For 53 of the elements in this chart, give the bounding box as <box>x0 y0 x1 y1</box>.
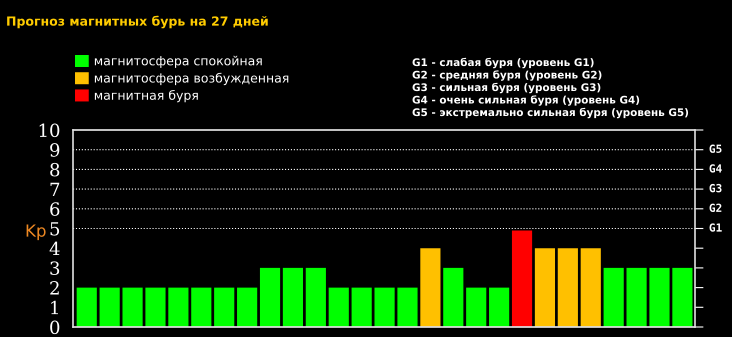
bar <box>374 288 395 327</box>
ref-line-label: G2 <box>710 204 722 212</box>
bar <box>443 268 464 327</box>
bar <box>534 248 556 327</box>
bar <box>420 248 440 327</box>
chart-title: Прогноз магнитных бурь на 27 дней <box>7 16 268 28</box>
y-tick-label: 1 <box>51 300 58 314</box>
y-tick-label: 4 <box>50 242 60 256</box>
y-tick-label: 10 <box>40 123 60 138</box>
bar <box>168 288 188 327</box>
legend-label: магнитная буря <box>94 90 198 102</box>
ref-line-label: G1 <box>710 223 722 232</box>
bar <box>512 230 532 327</box>
ref-line-label: G4 <box>710 164 722 173</box>
y-tick-label: 9 <box>50 143 60 157</box>
bar <box>214 288 234 327</box>
bar <box>145 288 166 327</box>
bar <box>649 268 670 327</box>
bar <box>489 288 510 327</box>
bar <box>191 288 212 327</box>
bar <box>604 268 624 327</box>
ref-line-label: G5 <box>710 144 722 153</box>
text: G3 - сильная буря (уровень G3) <box>412 82 600 94</box>
text: G4 - очень сильная буря (уровень G4) <box>412 95 640 106</box>
bar <box>558 248 578 327</box>
bar <box>260 268 280 327</box>
bar <box>306 268 326 327</box>
bar <box>282 268 304 327</box>
bar <box>328 288 349 327</box>
bar <box>580 248 601 327</box>
y-axis-title: Kp <box>26 224 46 240</box>
bar <box>237 288 258 327</box>
y-tick-label: 6 <box>50 202 60 216</box>
y-tick-label: 0 <box>50 320 60 334</box>
bar <box>100 288 120 327</box>
bar <box>626 268 647 327</box>
bar <box>672 268 692 327</box>
y-tick-label: 3 <box>50 261 60 276</box>
legend-label: магнитосфера спокойная <box>94 56 262 68</box>
legend-label: магнитосфера возбужденная <box>94 72 288 86</box>
bar <box>352 288 372 327</box>
text: G2 - средняя буря (уровень G2) <box>412 70 602 81</box>
y-tick-label: 8 <box>50 162 60 177</box>
y-tick-label: 2 <box>50 281 59 294</box>
y-tick-label: 5 <box>50 222 60 236</box>
bar <box>397 288 418 327</box>
y-tick-label: 7 <box>50 182 60 196</box>
ref-line-label: G3 <box>710 184 722 192</box>
text: G5 - экстремально сильная буря (уровень G5) <box>412 108 688 118</box>
bar <box>122 288 143 327</box>
bar <box>466 288 486 327</box>
text: G1 - слабая буря (уровень G1) <box>412 58 594 68</box>
bar <box>76 288 97 327</box>
